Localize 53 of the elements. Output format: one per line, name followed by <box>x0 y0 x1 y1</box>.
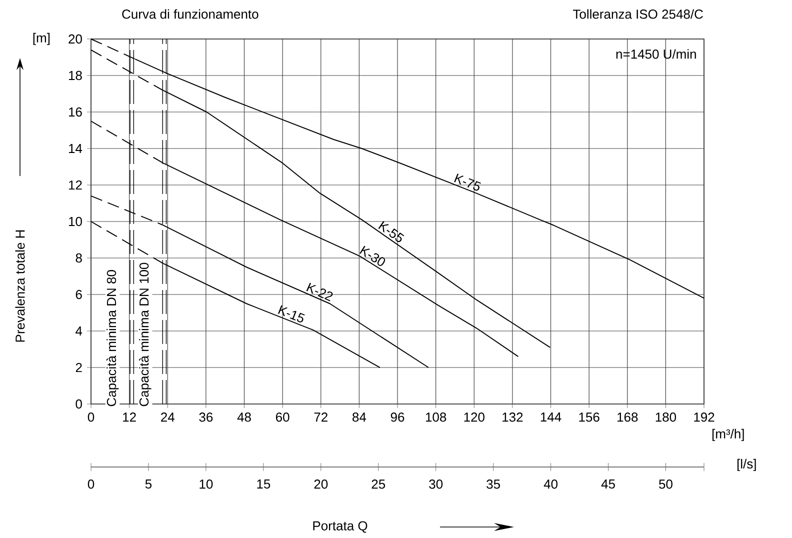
x-tick-label: 192 <box>694 412 714 422</box>
x-axis-title: Portata Q <box>313 521 368 533</box>
ref-line-label: Capacità minima DN 100 <box>138 262 152 406</box>
x-tick-label: 132 <box>502 412 523 422</box>
y-tick-label: 0 <box>76 399 82 409</box>
y-tick-label: 14 <box>68 144 82 153</box>
x-tick-label: 36 <box>199 412 213 422</box>
x2-tick-label: 25 <box>372 480 386 489</box>
text: K-30 <box>360 246 386 266</box>
x2-tick-label: 10 <box>200 480 213 489</box>
y-axis-title: Prevalenza totale H <box>15 230 25 342</box>
y-tick-label: 10 <box>68 216 82 226</box>
y-tick-label: 16 <box>68 107 82 117</box>
y-tick-label: 18 <box>68 70 82 80</box>
x2-tick-label: 20 <box>314 480 328 489</box>
x2-tick-label: 35 <box>486 480 500 489</box>
x-tick-label: 24 <box>161 412 174 422</box>
x2-tick-label: 0 <box>88 480 94 489</box>
y-tick-label: 6 <box>76 290 82 300</box>
text: K-22 <box>306 282 333 302</box>
text: K-15 <box>278 305 305 322</box>
y-tick-label: 8 <box>76 253 82 263</box>
x-tick-label: 12 <box>123 412 136 422</box>
x-tick-label: 60 <box>276 412 290 422</box>
y-tick-label: 20 <box>68 34 82 44</box>
x2-tick-label: 40 <box>544 480 558 489</box>
x-tick-label: 156 <box>579 412 600 422</box>
y-tick-label: 4 <box>76 326 82 336</box>
text: [m] <box>33 32 50 46</box>
x2-tick-label: 30 <box>429 480 443 489</box>
x2-tick-label: 50 <box>659 480 672 489</box>
y-tick-label: 2 <box>76 362 82 372</box>
x-tick-label: 108 <box>426 412 446 422</box>
x-tick-label: 168 <box>618 412 638 422</box>
chart-title: Curva di funzionamento <box>122 9 258 19</box>
x-tick-label: 96 <box>390 412 404 422</box>
text: K-75 <box>454 174 481 191</box>
x-tick-label: 72 <box>314 412 328 422</box>
x-tick-label: 48 <box>237 412 251 422</box>
chart-subtitle: Tolleranza ISO 2548/C <box>572 9 703 19</box>
x2-tick-label: 5 <box>145 480 152 489</box>
x2-axis-title: [l/s] <box>737 458 756 472</box>
x-tick-label: 84 <box>352 412 366 422</box>
x-tick-label: 120 <box>464 412 484 422</box>
x-tick-label: 180 <box>656 412 676 422</box>
x-tick-label: 144 <box>540 412 562 422</box>
ref-line-label: Capacità minima DN 80 <box>106 270 119 406</box>
text: K-55 <box>378 221 404 242</box>
text: [m³/h] <box>712 428 744 442</box>
y-tick-label: 12 <box>68 180 82 190</box>
x2-tick-label: 15 <box>257 480 270 489</box>
x-tick-label: 0 <box>88 412 94 422</box>
x2-tick-label: 45 <box>601 480 615 489</box>
